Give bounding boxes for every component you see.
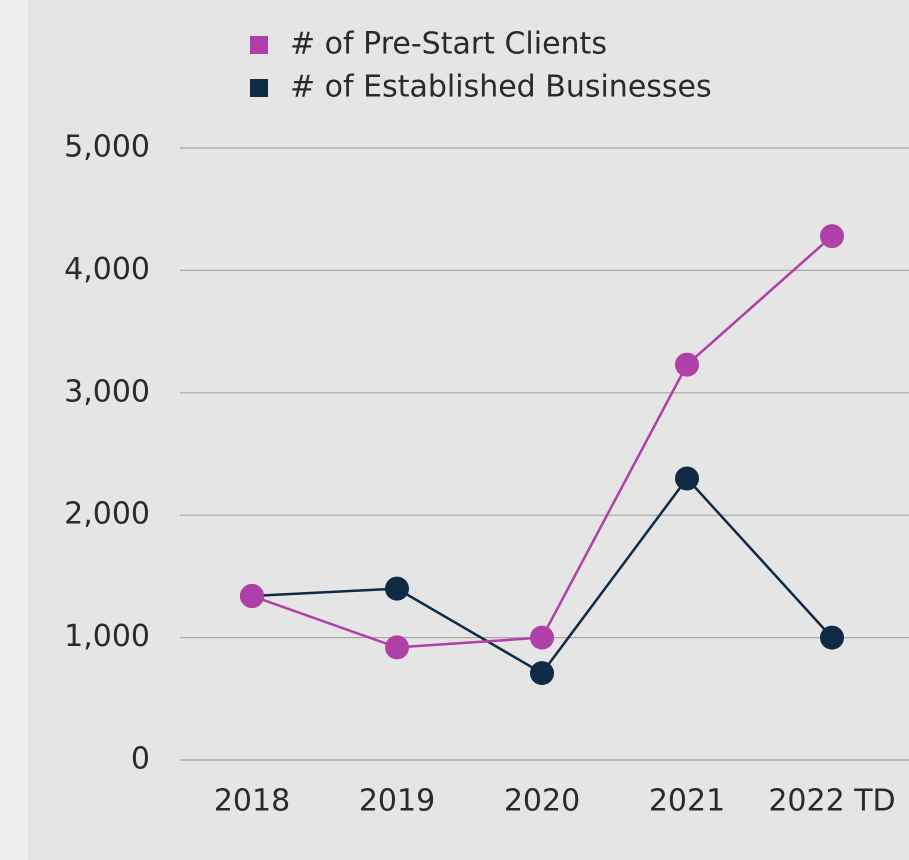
data-point [675,466,699,491]
data-point [675,352,699,377]
y-tick-label: 4,000 [64,252,150,287]
data-point [385,576,409,601]
data-point [240,583,264,608]
legend-swatch [250,36,268,54]
x-tick-label: 2020 [504,784,580,819]
x-tick-label: 2018 [214,784,290,819]
x-tick-label: 2021 [649,784,725,819]
data-point [820,625,844,650]
legend-label: # of Pre-Start Clients [290,27,607,62]
legend-label: # of Established Businesses [290,70,712,105]
y-tick-label: 1,000 [64,619,150,654]
data-point [385,635,409,660]
y-tick-label: 3,000 [64,374,150,409]
data-point [820,224,844,249]
legend-swatch [250,79,268,97]
y-tick-label: 0 [131,742,150,777]
series-line [251,235,833,649]
left-strip [0,0,28,860]
x-tick-label: 2019 [359,784,435,819]
y-tick-label: 5,000 [64,130,150,165]
data-point [530,625,554,650]
data-point [530,661,554,686]
x-tick-label: 2022 TD [768,784,895,819]
y-tick-label: 2,000 [64,497,150,532]
